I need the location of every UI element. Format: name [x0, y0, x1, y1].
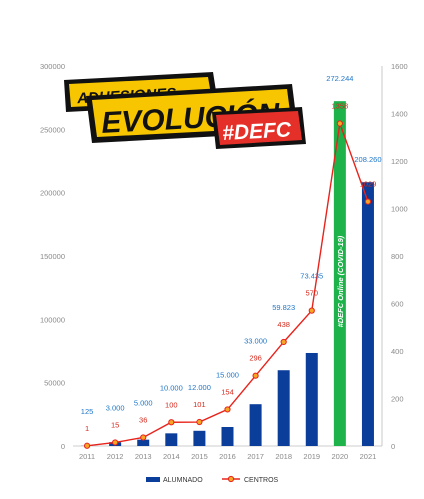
data-label-centros: 438: [277, 320, 290, 329]
y-left-tick-label: 150000: [40, 252, 65, 261]
y-left-tick-label: 300000: [40, 62, 65, 71]
banner-box-tag-fill: [216, 111, 302, 145]
legend-label-centros: CENTROS: [244, 477, 279, 484]
data-label-alumnado: 73.435: [300, 272, 323, 281]
bars-layer: #DEFC Online (COVID-19): [81, 101, 374, 447]
y-right-tick-label: 0: [391, 442, 395, 451]
y-left-tick-label: 200000: [40, 189, 65, 198]
legend-swatch-alumnado: [146, 477, 160, 482]
data-label-centros: 1358: [332, 101, 349, 110]
marker-centros: [112, 439, 119, 446]
bar-alumnado: [305, 352, 318, 446]
marker-centros: [336, 120, 343, 127]
x-tick-label: 2019: [303, 452, 320, 461]
x-tick-label: 2013: [135, 452, 152, 461]
x-tick-label: 2016: [219, 452, 236, 461]
data-label-centros: 154: [221, 387, 234, 396]
y-left-tick-label: 100000: [40, 315, 65, 324]
line-centros: [86, 123, 369, 447]
x-tick-label: 2015: [191, 452, 208, 461]
line-layer: [83, 120, 372, 449]
bar-alumnado: [165, 433, 178, 446]
axes-layer: 0 50000 100000 150000 200000 250000 300000 0 200…: [40, 62, 408, 461]
y-left-tick-label: 0: [61, 442, 65, 451]
marker-centros: [196, 418, 203, 426]
bar-alumnado: [361, 182, 374, 447]
bar-alumnado: [221, 427, 234, 446]
data-label-centros: 570: [306, 289, 319, 298]
x-tick-label: 2018: [275, 452, 292, 461]
bar-alumnado: [277, 370, 290, 446]
data-label-centros: 36: [139, 415, 147, 424]
y-right-tick-label: 400: [391, 347, 404, 356]
y-left-tick-label: 50000: [44, 379, 65, 388]
title-banner: ADHESIONES EVOLUCIÓN #DEFC: [64, 72, 306, 149]
marker-centros: [168, 419, 175, 426]
data-label-centros: 1: [85, 424, 89, 433]
data-label-centros: 101: [193, 400, 206, 409]
marker-centros: [280, 338, 287, 346]
y-right-tick-label: 1000: [391, 205, 408, 214]
bar-alumnado: [249, 404, 262, 446]
bar-alumnado: [333, 101, 346, 447]
y-right-tick-label: 600: [391, 300, 404, 309]
marker-centros: [83, 442, 91, 449]
labels-layer: 1 15 36 100 101 154 296 438 570 1358 1029 125 3.000 5…: [81, 74, 382, 433]
y-right-tick-label: 1400: [391, 110, 408, 119]
x-tick-label: 2020: [332, 452, 349, 461]
y-left-tick-label: 250000: [40, 125, 65, 134]
marker-centros: [364, 198, 372, 205]
x-tick-label: 2017: [247, 452, 264, 461]
data-label-alumnado: 33.000: [244, 337, 267, 346]
y-right-tick-label: 1200: [391, 157, 408, 166]
data-label-alumnado: 208.260: [354, 155, 381, 164]
legend: ALUMNADO CENTROS: [146, 475, 279, 484]
bar-alumnado: [193, 430, 206, 446]
x-tick-label: 2011: [79, 452, 95, 461]
data-label-alumnado: 272.244: [326, 74, 353, 83]
data-label-alumnado: 125: [81, 407, 94, 416]
data-label-alumnado: 12.000: [188, 383, 211, 392]
banner-line3: #DEFC: [222, 118, 293, 145]
marker-centros: [308, 307, 315, 314]
data-label-alumnado: 10.000: [160, 383, 183, 392]
marker-centros: [252, 372, 259, 379]
data-label-centros: 15: [111, 420, 119, 429]
data-label-alumnado: 3.000: [106, 403, 125, 412]
bar-alumnado: [137, 439, 150, 446]
covid-annotation: #DEFC Online (COVID-19): [336, 235, 345, 327]
data-label-alumnado: 5.000: [134, 398, 153, 407]
data-label-centros: 1029: [360, 180, 377, 189]
x-tick-label: 2012: [107, 452, 124, 461]
y-right-tick-label: 1600: [391, 62, 408, 71]
marker-centros: [140, 434, 147, 441]
data-label-alumnado: 15.000: [216, 370, 239, 379]
data-label-centros: 296: [249, 354, 262, 363]
legend-marker-centros: [227, 475, 235, 483]
y-right-tick-label: 200: [391, 395, 404, 404]
legend-label-alumnado: ALUMNADO: [163, 477, 203, 484]
x-tick-label: 2014: [163, 452, 180, 461]
data-label-centros: 100: [165, 400, 178, 409]
data-label-alumnado: 59.823: [272, 303, 295, 312]
y-right-tick-label: 800: [391, 252, 404, 261]
x-tick-label: 2021: [360, 452, 377, 461]
marker-centros: [224, 406, 231, 413]
